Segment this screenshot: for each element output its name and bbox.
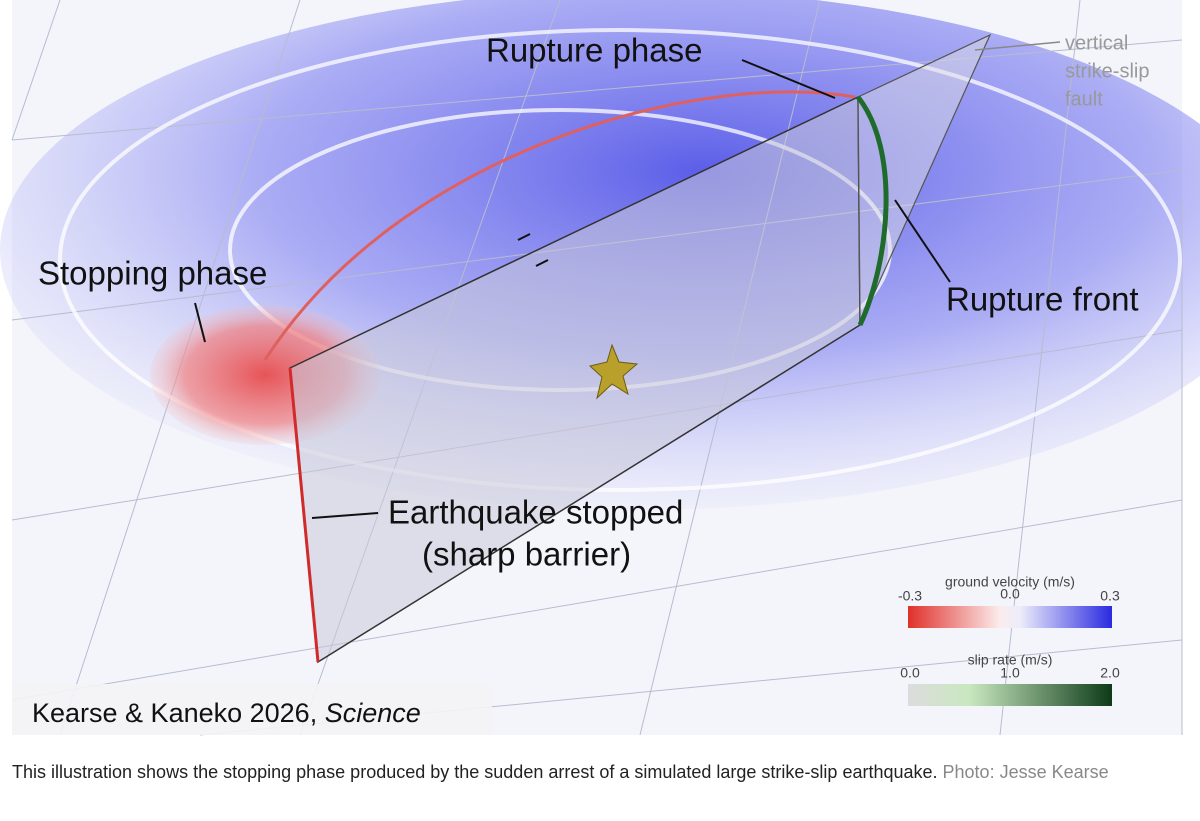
legend-tick: -0.3 (898, 588, 922, 604)
colorbar (908, 606, 1112, 628)
wavefront-arc (263, 90, 856, 361)
annotation: vertical (1065, 32, 1128, 54)
photo-credit: Photo: Jesse Kearse (942, 762, 1109, 782)
legend-tick: 0.0 (1000, 586, 1020, 602)
legend: ground velocity (m/s) -0.3 0.0 0.3 slip … (898, 574, 1120, 706)
credit-box (12, 684, 492, 735)
barrier-edge (288, 367, 320, 663)
legend-tick: 2.0 (1100, 665, 1120, 681)
legend-tick: 0.3 (1100, 588, 1120, 604)
annotation: Stopping phase (38, 255, 267, 292)
legend-title: slip rate (m/s) (968, 652, 1053, 668)
legend-tick: 0.0 (900, 665, 920, 681)
annotation: (sharp barrier) (422, 536, 631, 573)
credit: Kearse & Kaneko 2026, Science (32, 698, 421, 728)
annotation: Earthquake stopped (388, 494, 683, 531)
annotation: strike-slip (1065, 60, 1149, 82)
annotation: Rupture front (946, 281, 1139, 318)
rupture-front-line (856, 95, 889, 327)
hypocenter-star (588, 343, 639, 400)
caption-text: This illustration shows the stopping pha… (12, 762, 938, 782)
annotation: Rupture phase (486, 32, 702, 69)
legend-title: ground velocity (m/s) (945, 574, 1075, 590)
illustration: Rupture phase vertical strike-slip fault… (0, 0, 1200, 736)
colorbar (908, 684, 1112, 706)
fault-leader (974, 41, 1061, 51)
credit-authors: Kearse & Kaneko 2026, (32, 698, 317, 728)
caption: This illustration shows the stopping pha… (12, 760, 1182, 785)
credit-journal: Science (325, 698, 421, 728)
leader-lines (194, 59, 951, 519)
slip-arrows (517, 233, 549, 267)
legend-tick: 1.0 (1000, 665, 1020, 681)
fault-extension (857, 33, 992, 326)
annotation: fault (1065, 88, 1103, 110)
